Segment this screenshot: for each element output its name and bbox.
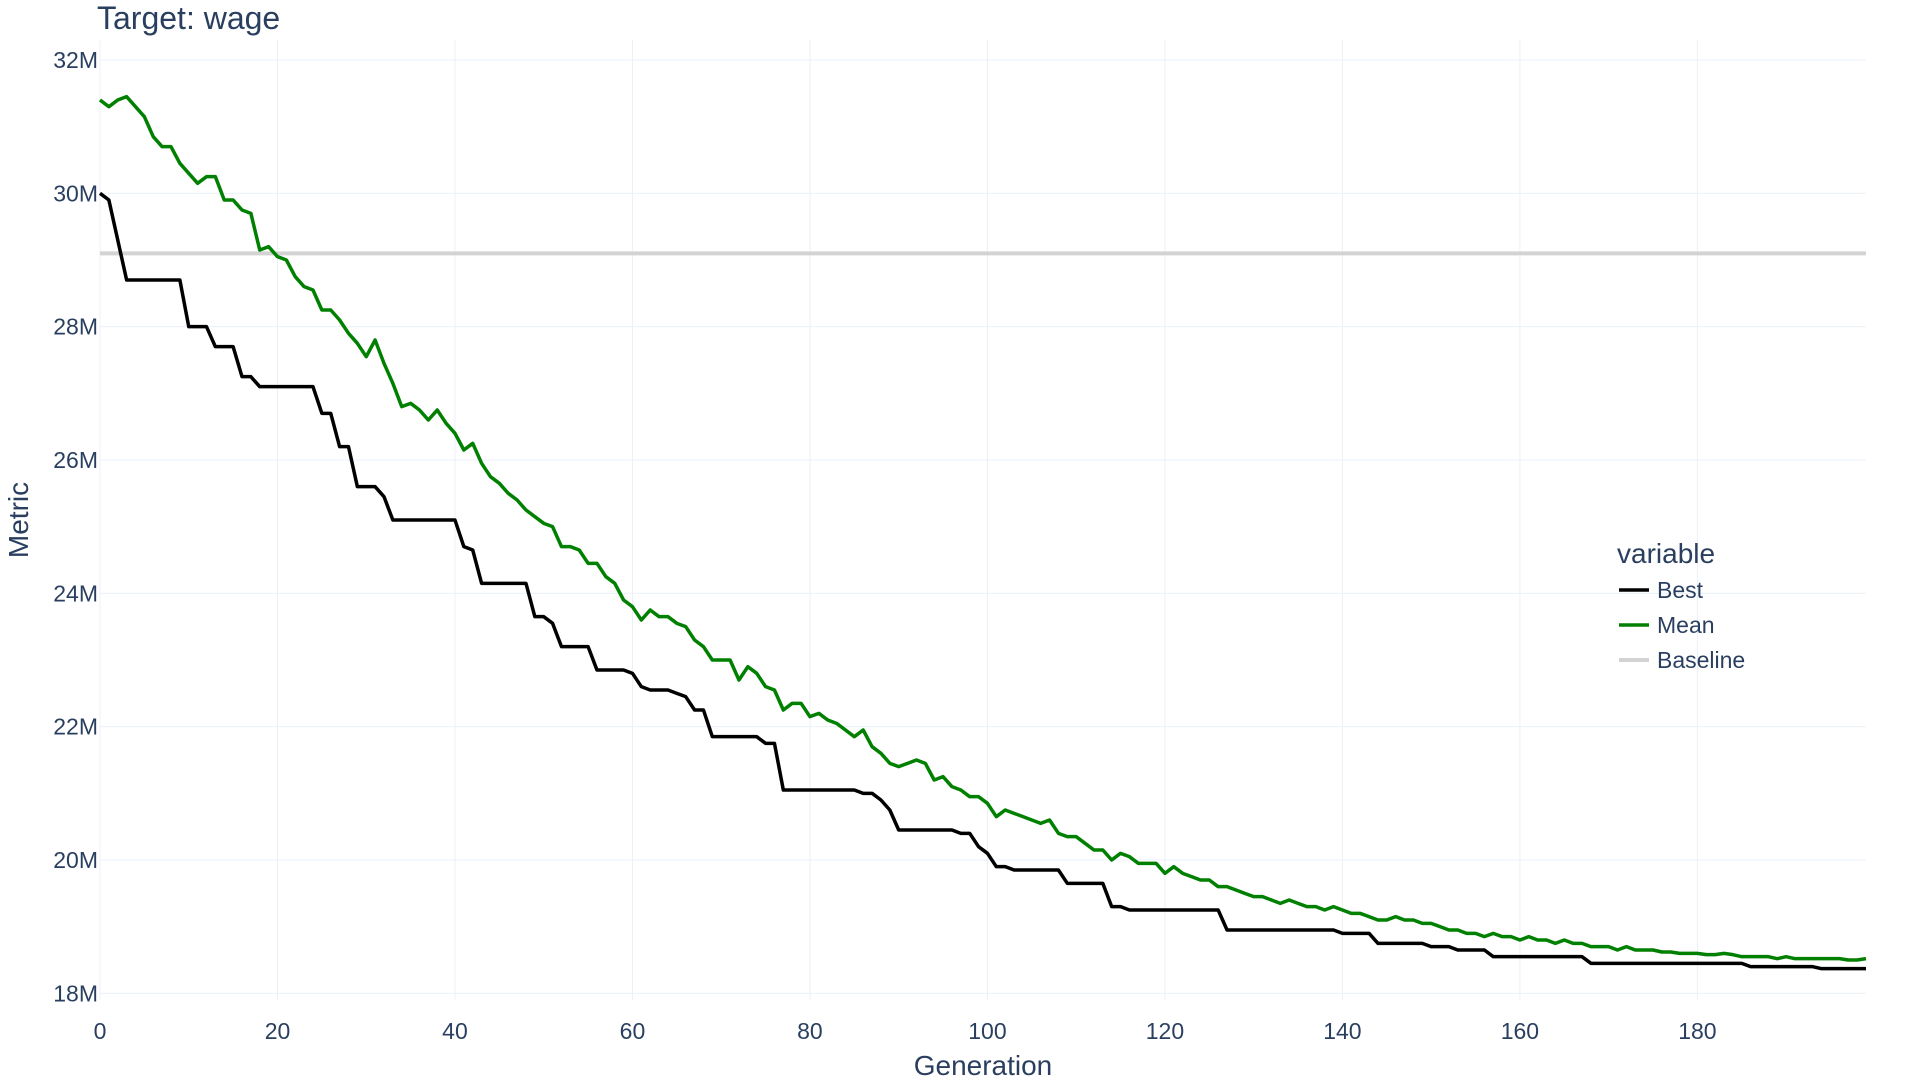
x-tick-label: 40 [442, 1018, 468, 1044]
legend-title: variable [1617, 538, 1715, 569]
series-layer [98, 94, 1867, 971]
chart-title: Target: wage [97, 0, 281, 36]
legend-label: Best [1657, 577, 1704, 603]
legend-item-best[interactable]: Best [1619, 577, 1704, 603]
y-tick-label: 18M [53, 980, 98, 1006]
legend[interactable]: variable Best Mean Baseline [1617, 538, 1745, 673]
x-tick-label: 120 [1146, 1018, 1184, 1044]
x-tick-label: 140 [1323, 1018, 1361, 1044]
series-line-mean [98, 94, 1867, 962]
x-axis-ticks: 0 20 40 60 80 100 120 140 160 180 [94, 1018, 1717, 1044]
y-tick-label: 26M [53, 447, 98, 473]
y-axis-title: Metric [3, 482, 34, 558]
x-tick-label: 0 [94, 1018, 107, 1044]
x-tick-label: 160 [1501, 1018, 1539, 1044]
x-axis-title: Generation [914, 1050, 1053, 1080]
legend-label: Mean [1657, 612, 1715, 638]
x-tick-label: 180 [1678, 1018, 1716, 1044]
y-tick-label: 32M [53, 47, 98, 73]
series-line-best [98, 191, 1866, 971]
y-tick-label: 30M [53, 180, 98, 206]
y-tick-label: 22M [53, 714, 98, 740]
y-tick-label: 24M [53, 580, 98, 606]
grid-lines [99, 40, 1866, 1000]
y-tick-label: 20M [53, 847, 98, 873]
y-tick-label: 28M [53, 314, 98, 340]
y-axis-ticks: 18M 20M 22M 24M 26M 28M 30M 32M [53, 47, 98, 1006]
x-tick-label: 80 [797, 1018, 823, 1044]
legend-item-mean[interactable]: Mean [1619, 612, 1715, 638]
x-tick-label: 60 [620, 1018, 646, 1044]
legend-item-baseline[interactable]: Baseline [1619, 647, 1745, 673]
x-tick-label: 100 [968, 1018, 1006, 1044]
x-tick-label: 20 [265, 1018, 291, 1044]
legend-label: Baseline [1657, 647, 1745, 673]
